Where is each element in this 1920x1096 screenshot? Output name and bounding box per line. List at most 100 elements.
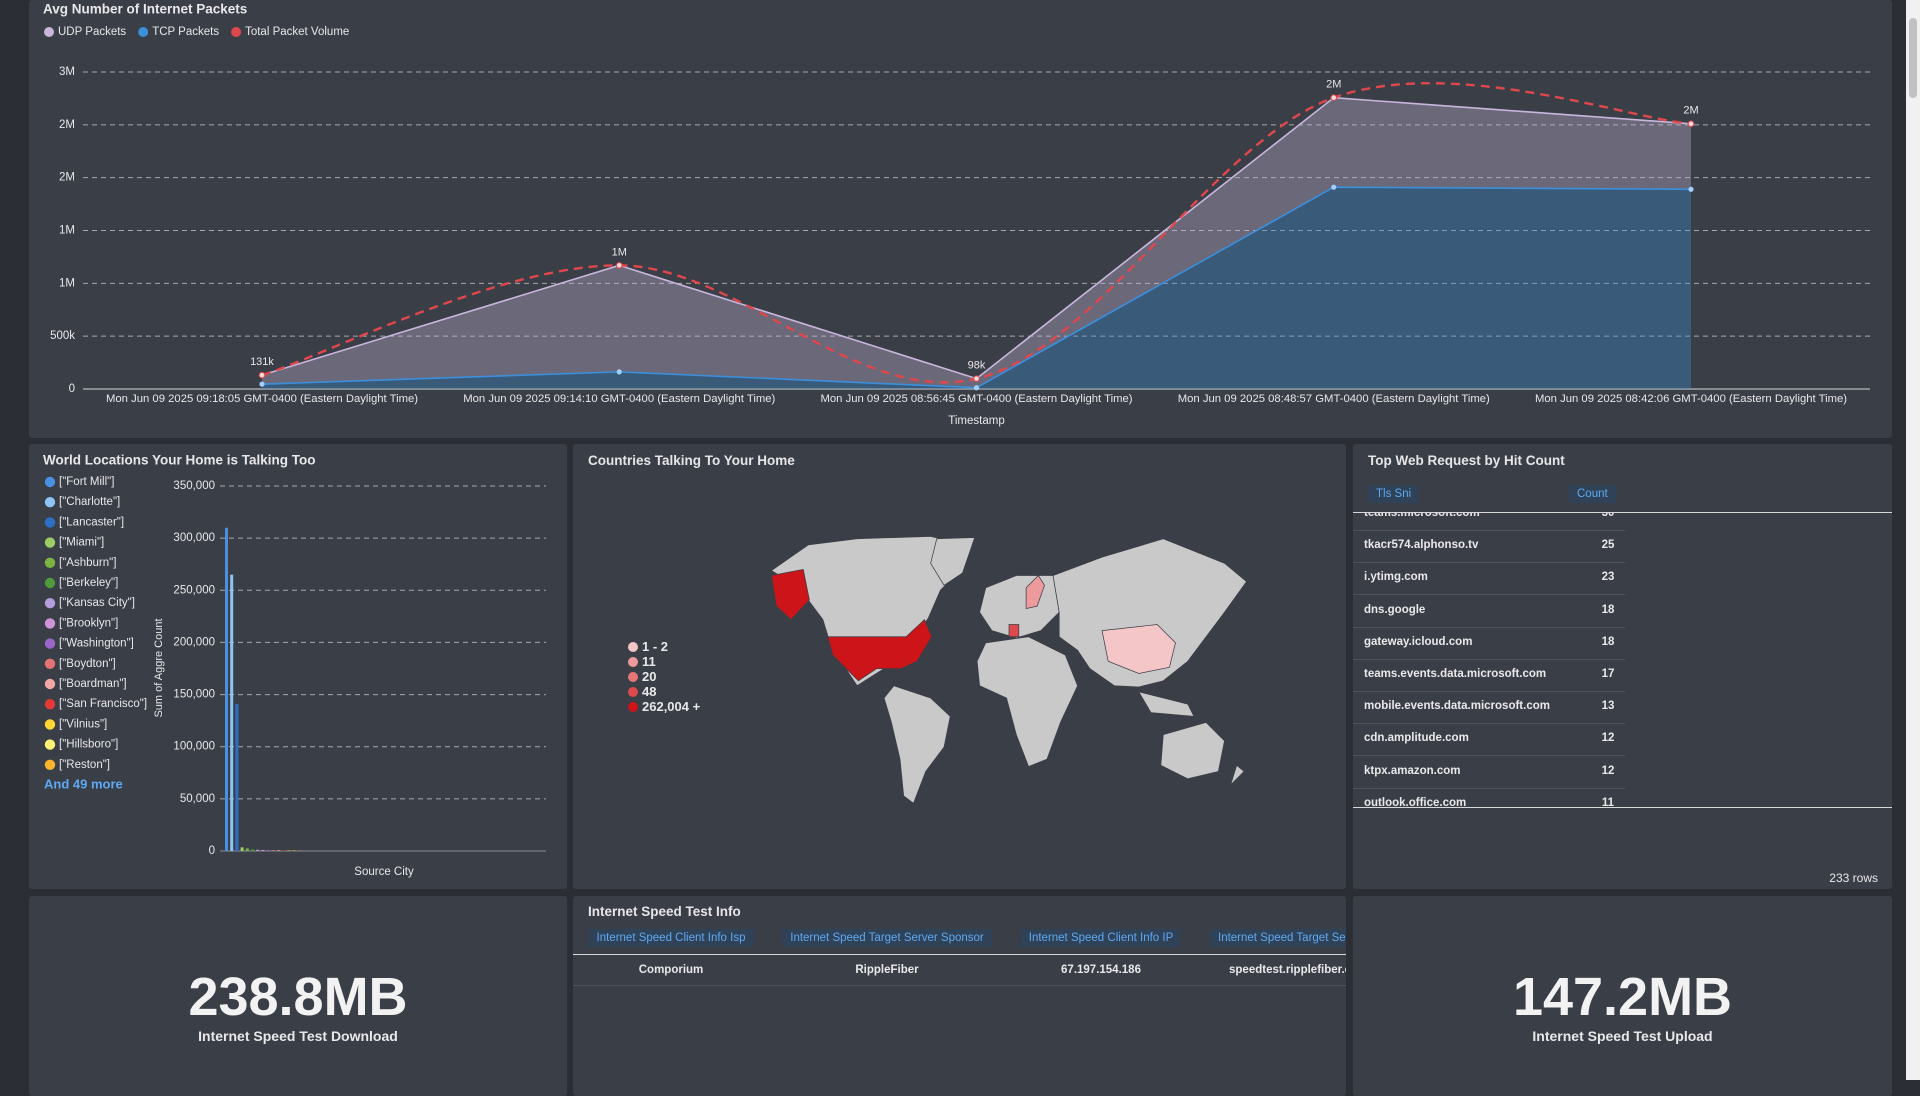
data-label: 2M bbox=[1683, 105, 1698, 117]
legend-swatch bbox=[44, 27, 54, 37]
legend-swatch bbox=[45, 659, 55, 669]
data-label: 98k bbox=[968, 360, 986, 372]
data-point bbox=[616, 263, 622, 269]
y-tick-label: 2M bbox=[59, 172, 75, 184]
legend-swatch bbox=[45, 618, 55, 628]
legend-label: ["Fort Mill"] bbox=[59, 476, 114, 488]
chart-title: Avg Number of Internet Packets bbox=[43, 2, 247, 17]
legend-label: ["Brooklyn"] bbox=[59, 617, 118, 629]
speed-table: Internet Speed Client Info Isp Internet S… bbox=[573, 929, 1346, 991]
land bbox=[1231, 765, 1244, 785]
data-point bbox=[974, 376, 980, 382]
y-tick-label: 1M bbox=[59, 277, 75, 289]
legend-swatch bbox=[45, 558, 55, 568]
data-label: 131k bbox=[250, 356, 274, 368]
column-header[interactable]: Internet Speed Target Se bbox=[1210, 929, 1346, 947]
legend-more[interactable]: And 49 more bbox=[44, 776, 123, 791]
bar bbox=[246, 848, 249, 851]
land bbox=[1139, 692, 1194, 716]
y-tick-label: 350,000 bbox=[173, 480, 215, 492]
y-tick-label: 1M bbox=[59, 225, 75, 237]
column-header[interactable]: Internet Speed Target Server Sponsor bbox=[782, 929, 992, 947]
data-point bbox=[1688, 187, 1693, 192]
y-tick-label: 100,000 bbox=[173, 741, 215, 753]
kpi-value: 238.8MB bbox=[29, 966, 567, 1028]
y-axis-label: Sum of Aggre Count bbox=[153, 618, 165, 717]
land bbox=[884, 686, 950, 804]
kpi-label: Internet Speed Test Upload bbox=[1353, 1028, 1892, 1044]
data-point bbox=[1331, 95, 1337, 101]
legend-label: ["Kansas City"] bbox=[59, 597, 135, 609]
bar bbox=[256, 850, 259, 851]
table-rule bbox=[573, 954, 1346, 955]
cell: 67.197.154.186 bbox=[1061, 964, 1141, 976]
upload-panel: 147.2MB Internet Speed Test Upload bbox=[1353, 896, 1892, 1096]
legend-swatch bbox=[45, 578, 55, 588]
legend-label: Total Packet Volume bbox=[245, 26, 349, 38]
data-point bbox=[974, 385, 979, 390]
charts-layer: Avg Number of Internet Packets UDP Packet… bbox=[0, 0, 1906, 900]
x-tick-label: Mon Jun 09 2025 08:48:57 GMT-0400 (Easte… bbox=[1178, 393, 1490, 405]
column-header[interactable]: Internet Speed Client Info IP bbox=[1021, 929, 1181, 947]
legend-swatch bbox=[45, 537, 55, 547]
cell: speedtest.ripplefiber.co bbox=[1229, 964, 1346, 976]
speed-test-panel: Internet Speed Test Info Internet Speed … bbox=[573, 896, 1346, 1096]
y-tick-label: 300,000 bbox=[173, 532, 215, 544]
legend-label: TCP Packets bbox=[152, 26, 219, 38]
bar bbox=[287, 850, 290, 851]
bar bbox=[235, 704, 238, 851]
column-header[interactable]: Internet Speed Client Info Isp bbox=[589, 929, 754, 947]
legend-label: ["Reston"] bbox=[59, 759, 110, 771]
bar bbox=[282, 850, 285, 851]
cell: RippleFiber bbox=[855, 964, 918, 976]
bar bbox=[230, 575, 233, 851]
data-point bbox=[1331, 185, 1336, 190]
world-map bbox=[771, 536, 1246, 803]
scroll-thumb[interactable] bbox=[1909, 18, 1917, 98]
legend-swatch bbox=[45, 760, 55, 770]
legend-label: UDP Packets bbox=[58, 26, 126, 38]
legend-label: ["Hillsboro"] bbox=[59, 739, 118, 751]
data-point bbox=[259, 372, 265, 378]
bar bbox=[251, 849, 254, 851]
bar bbox=[272, 850, 275, 851]
legend-label: ["San Francisco"] bbox=[59, 698, 147, 710]
y-tick-label: 0 bbox=[69, 383, 75, 395]
scrollbar[interactable] bbox=[1906, 0, 1920, 1080]
chart-title: World Locations Your Home is Talking Too bbox=[43, 453, 316, 468]
x-tick-label: Mon Jun 09 2025 08:42:06 GMT-0400 (Easte… bbox=[1535, 393, 1847, 405]
legend-label: ["Vilnius"] bbox=[59, 718, 107, 730]
y-tick-label: 3M bbox=[59, 66, 75, 78]
x-tick-label: Mon Jun 09 2025 09:14:10 GMT-0400 (Easte… bbox=[463, 393, 775, 405]
legend-swatch bbox=[45, 638, 55, 648]
cell: Comporium bbox=[639, 964, 704, 976]
bar bbox=[225, 528, 228, 851]
bar bbox=[261, 850, 264, 851]
data-point bbox=[1688, 121, 1694, 127]
y-tick-label: 0 bbox=[209, 845, 215, 857]
legend-swatch bbox=[45, 598, 55, 608]
land bbox=[1161, 722, 1225, 778]
y-tick-label: 250,000 bbox=[173, 584, 215, 596]
y-tick-label: 2M bbox=[59, 119, 75, 131]
legend-label: ["Berkeley"] bbox=[59, 577, 118, 589]
bar bbox=[241, 847, 244, 851]
legend-swatch bbox=[45, 477, 55, 487]
legend-label: ["Ashburn"] bbox=[59, 557, 116, 569]
legend-swatch bbox=[45, 739, 55, 749]
legend-label: ["Miami"] bbox=[59, 537, 104, 549]
y-tick-label: 200,000 bbox=[173, 636, 215, 648]
kpi-label: Internet Speed Test Download bbox=[29, 1028, 567, 1044]
y-tick-label: 150,000 bbox=[173, 689, 215, 701]
download-panel: 238.8MB Internet Speed Test Download bbox=[29, 896, 567, 1096]
land bbox=[977, 637, 1077, 767]
legend-swatch bbox=[231, 27, 241, 37]
data-label: 1M bbox=[612, 246, 627, 258]
table-rule bbox=[573, 985, 1346, 986]
legend-label: ["Boardman"] bbox=[59, 678, 127, 690]
legend-swatch bbox=[45, 679, 55, 689]
legend-swatch bbox=[45, 517, 55, 527]
y-tick-label: 500k bbox=[50, 330, 75, 342]
